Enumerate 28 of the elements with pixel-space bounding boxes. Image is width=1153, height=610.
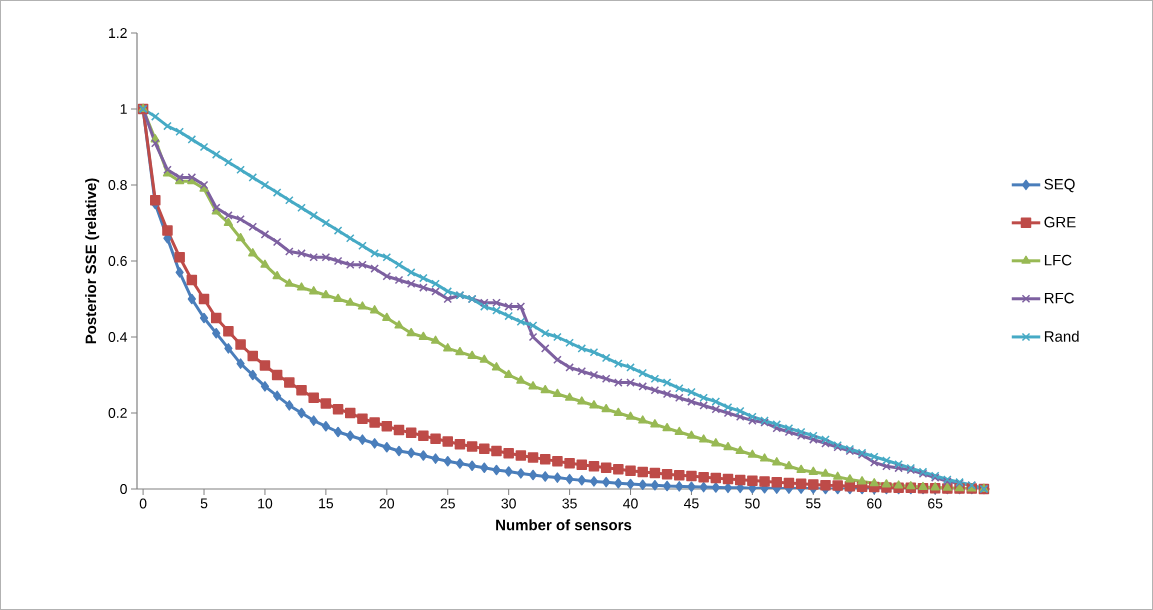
x-tick-label: 65: [928, 498, 943, 509]
x-axis-title: Number of sensors: [496, 519, 632, 531]
x-tick-label: 10: [258, 498, 273, 509]
legend-label: RFC: [1044, 292, 1074, 304]
x-tick-label: 60: [867, 498, 882, 509]
x-tick-label: 30: [501, 498, 516, 509]
x-tick-label: 5: [200, 498, 208, 509]
y-tick-label: 0.4: [108, 332, 128, 342]
x-tick-label: 45: [683, 498, 699, 509]
legend-label: LFC: [1044, 254, 1072, 266]
y-tick-label: 1: [120, 104, 127, 114]
x-tick-label: 25: [440, 498, 455, 509]
y-tick-label: 0.8: [108, 180, 127, 190]
y-tick-label: 0.6: [108, 256, 127, 266]
x-tick-label: 15: [319, 498, 334, 509]
x-tick-label: 40: [623, 498, 638, 509]
x-tick-label: 0: [139, 498, 147, 509]
legend-label: GRE: [1044, 216, 1076, 228]
y-axis-title: Posterior SSE (relative): [85, 178, 100, 344]
y-tick-label: 1.2: [109, 28, 127, 38]
x-tick-label: 50: [745, 498, 760, 509]
x-tick-label: 55: [806, 498, 821, 509]
y-tick-label: 0.2: [108, 408, 127, 418]
legend-label: SEQ: [1044, 178, 1075, 193]
y-tick-label: 0: [120, 484, 127, 494]
legend-label: Rand: [1044, 330, 1079, 342]
x-tick-label: 35: [562, 498, 577, 509]
x-tick-label: 20: [379, 498, 395, 509]
